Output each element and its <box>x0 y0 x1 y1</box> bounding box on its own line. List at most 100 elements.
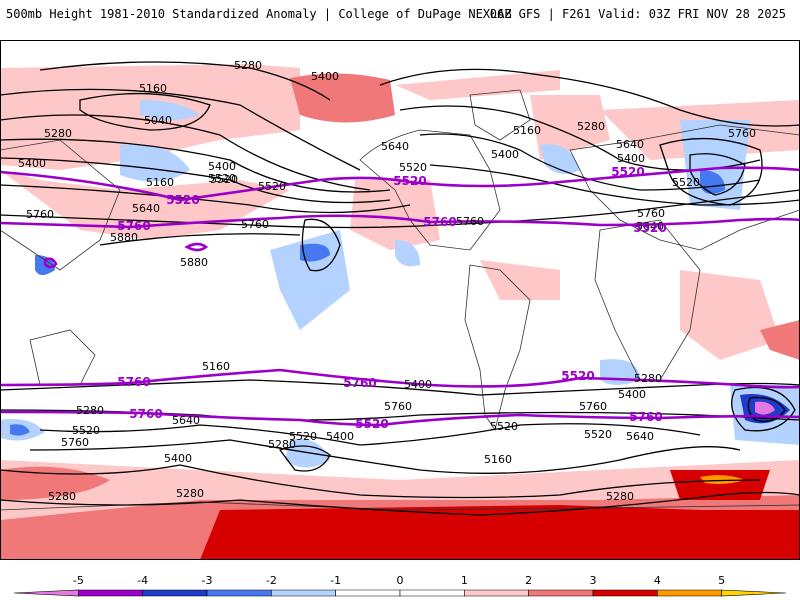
contour-label: 5400 <box>311 70 339 83</box>
contour-label: 5520 <box>399 161 427 174</box>
contour-label: 5160 <box>513 124 541 137</box>
highlight-contour-label: 5760 <box>117 375 150 389</box>
negative-anomaly-area <box>140 100 200 120</box>
negative-anomaly-area <box>120 144 190 182</box>
contour-label: 5400 <box>208 160 236 173</box>
negative-anomaly-area <box>700 170 725 194</box>
contour-label: 5520 <box>210 173 238 186</box>
colorbar-tick-label: -4 <box>137 574 148 587</box>
positive-anomaly-area <box>0 466 110 500</box>
colorbar-tick-label: 4 <box>654 574 661 587</box>
contour-line <box>39 61 331 101</box>
contour-line <box>0 184 411 214</box>
colorbar-segment <box>657 589 722 597</box>
colorbar-segment <box>399 589 465 597</box>
contour-label: 5520 <box>72 424 100 437</box>
colorbar-segment <box>721 589 787 597</box>
purple-contour-5760-north <box>0 214 800 229</box>
contour-label: 5760 <box>26 208 54 221</box>
contour-label: 5640 <box>132 202 160 215</box>
contour-label: 5280 <box>606 490 634 503</box>
contour-line <box>659 137 763 206</box>
contour-label: 5520 <box>208 172 236 185</box>
contour-label: 5520 <box>672 176 700 189</box>
coastline-australia <box>29 329 96 386</box>
contour-label: 5880 <box>180 256 208 269</box>
colorbar-tick-label: -2 <box>266 574 277 587</box>
colorbar-tick-label: 5 <box>718 574 725 587</box>
contour-label: 5760 <box>728 127 756 140</box>
contour-label: 5160 <box>139 82 167 95</box>
highlight-contour-label: 5520 <box>611 165 644 179</box>
colorbar-tick-label: -5 <box>73 574 84 587</box>
colorbar-tick-label: 1 <box>461 574 468 587</box>
colorbar-tick-label: 3 <box>590 574 597 587</box>
contour-label: 5520 <box>584 428 612 441</box>
contour-label: 5280 <box>48 490 76 503</box>
negative-anomaly-area <box>300 243 330 262</box>
negative-anomaly-area <box>755 401 775 415</box>
contour-line <box>0 464 761 499</box>
contour-label: 5400 <box>164 452 192 465</box>
contour-labels: 5280 5400 5160 5040 5280 5400 5160 5520 5640 5760… <box>18 59 756 503</box>
contour-label: 5640 <box>172 414 200 427</box>
colorbar-tick-label: 2 <box>525 574 532 587</box>
positive-anomaly-area <box>700 475 745 484</box>
coastline-europe-asia <box>569 124 800 251</box>
contour-label: 5640 <box>616 138 644 151</box>
colorbar-segment <box>206 589 272 597</box>
contour-line <box>99 233 301 246</box>
negative-anomaly-area <box>540 144 580 174</box>
contour-label: 5520 <box>289 430 317 443</box>
anomaly-shading <box>0 64 800 560</box>
contour-label: 5640 <box>636 220 664 233</box>
anomaly-map: 5280 5400 5160 5040 5280 5400 5160 5520 5640 5760… <box>0 40 800 560</box>
colorbar-segment <box>528 589 594 597</box>
colorbar-ticks: -5 -4 -3 -2 -1 0 1 2 3 4 5 <box>73 574 725 587</box>
colorbar-segment <box>78 589 143 597</box>
highlight-contour-label: 5520 <box>355 417 388 431</box>
purple-contour-5520-north <box>0 166 800 202</box>
highlight-contour-label: 5760 <box>423 215 456 229</box>
contour-line <box>731 386 796 432</box>
highlight-contour-label: 5760 <box>129 407 162 421</box>
contour-line <box>0 157 391 204</box>
coastline-greenland <box>469 89 531 141</box>
contour-line <box>379 68 800 127</box>
contour-label: 5160 <box>484 453 512 466</box>
contour-label: 5520 <box>258 180 286 193</box>
contour-label: 5400 <box>18 157 46 170</box>
highlight-contour-label: 5520 <box>393 174 426 188</box>
model-run-info: 06Z GFS | F261 Valid: 03Z FRI NOV 28 202… <box>489 7 786 21</box>
positive-anomaly-area <box>290 73 395 123</box>
contour-line <box>0 491 800 516</box>
contour-label: 5400 <box>404 378 432 391</box>
contour-label: 5640 <box>626 430 654 443</box>
anomaly-colorbar: -5 -4 -3 -2 -1 0 1 2 3 4 5 <box>13 574 787 597</box>
contour-label: 5040 <box>144 114 172 127</box>
negative-anomaly-area <box>395 240 420 267</box>
colorbar-segment <box>335 589 401 597</box>
purple-contour-closed-high <box>184 242 209 252</box>
purple-contour-closed-low <box>43 257 58 269</box>
height-contours <box>0 61 800 516</box>
contour-label: 5280 <box>234 59 262 72</box>
contour-line <box>419 133 761 191</box>
contour-label: 5760 <box>579 400 607 413</box>
contour-label: 5280 <box>268 438 296 451</box>
coastline-north-america <box>359 129 501 251</box>
contour-label: 5400 <box>491 148 519 161</box>
contour-label: 5760 <box>384 400 412 413</box>
contour-line <box>429 164 800 206</box>
colorbar-tick-label: -3 <box>202 574 213 587</box>
contour-line <box>0 88 361 171</box>
contour-label: 5400 <box>326 430 354 443</box>
contour-label: 5280 <box>634 372 662 385</box>
contour-label: 5760 <box>456 215 484 228</box>
positive-anomaly-area <box>680 270 780 360</box>
colorbar-segment <box>13 589 79 597</box>
highlight-contours <box>0 166 800 427</box>
contour-label: 5160 <box>202 360 230 373</box>
contour-line <box>0 189 800 229</box>
